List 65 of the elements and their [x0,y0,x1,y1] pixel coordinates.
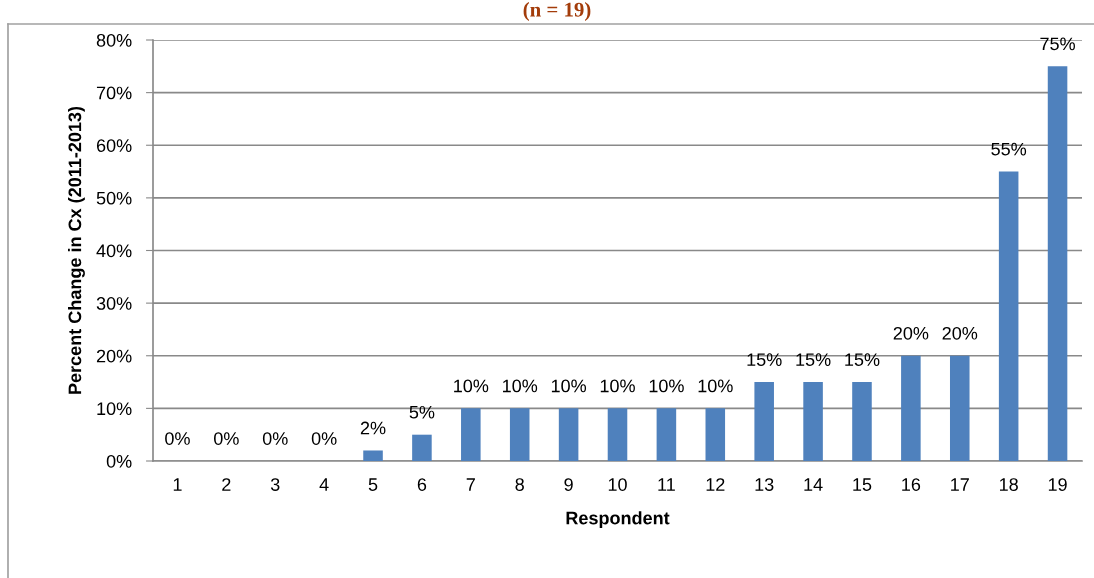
y-tick-label: 80% [96,33,132,47]
x-tick-label: 10 [608,478,627,491]
bar [558,408,579,461]
bar [803,382,823,461]
x-tick-label: 5 [368,478,378,491]
data-label: 0% [165,432,190,445]
x-tick-label: 6 [417,478,427,491]
y-tick-label: 40% [96,244,132,258]
x-tick-label: 7 [466,478,475,491]
data-label: 10% [649,379,684,393]
data-label: 2% [360,421,386,435]
data-label: 55% [991,142,1027,156]
x-tick-label: 8 [515,478,524,491]
x-tick-label: 16 [902,478,921,491]
bar [901,355,921,461]
bar [754,382,774,461]
data-label: 0% [262,432,288,445]
bar [461,408,481,461]
bar [852,382,872,461]
x-tick-label: 12 [706,478,725,491]
data-label: 75% [1040,37,1075,51]
bar [412,434,432,461]
data-label: 0% [214,432,239,445]
data-label: 20% [942,326,978,340]
x-tick-label: 13 [755,478,774,491]
x-tick-label: 19 [1048,478,1067,491]
x-tick-label: 14 [804,478,823,491]
data-label: 10% [698,379,733,393]
data-label: 10% [454,379,489,393]
y-tick-label: 70% [96,86,132,100]
bar [705,408,726,461]
y-tick-label: 30% [96,297,132,310]
bar [998,171,1019,461]
data-label: 15% [747,353,782,366]
data-label: 15% [845,353,880,366]
data-label: 10% [503,379,538,393]
x-tick-label: 2 [222,478,231,491]
x-tick-label: 3 [270,478,280,491]
x-tick-label: 18 [999,478,1018,491]
bar [949,355,970,461]
y-tick-label: 60% [96,139,132,152]
data-label: 15% [796,353,831,366]
x-tick-label: 17 [951,478,969,491]
bar [656,408,677,461]
x-tick-label: 4 [319,478,329,491]
y-tick-label: 50% [96,191,132,205]
bar [363,450,383,461]
data-label: 5% [409,405,435,419]
bar [1047,66,1068,461]
x-tick-label: 11 [658,478,675,491]
y-tick-label: 0% [106,454,132,468]
x-tick-label: 15 [853,478,872,491]
bar [509,408,530,461]
y-tick-label: 20% [96,349,132,363]
x-tick-label: 9 [564,478,573,491]
x-axis-title: Respondent [566,511,670,528]
data-label: 20% [893,326,929,340]
data-label: 0% [311,432,337,445]
data-label: 10% [551,379,587,393]
x-tick-label: 1 [173,478,182,491]
data-label: 10% [600,379,635,393]
chart-title: (n = 19) [523,2,591,21]
y-tick-label: 10% [97,402,132,416]
y-axis-title: Percent Change in Cx (2011-2013) [68,106,85,394]
bar [607,408,628,461]
